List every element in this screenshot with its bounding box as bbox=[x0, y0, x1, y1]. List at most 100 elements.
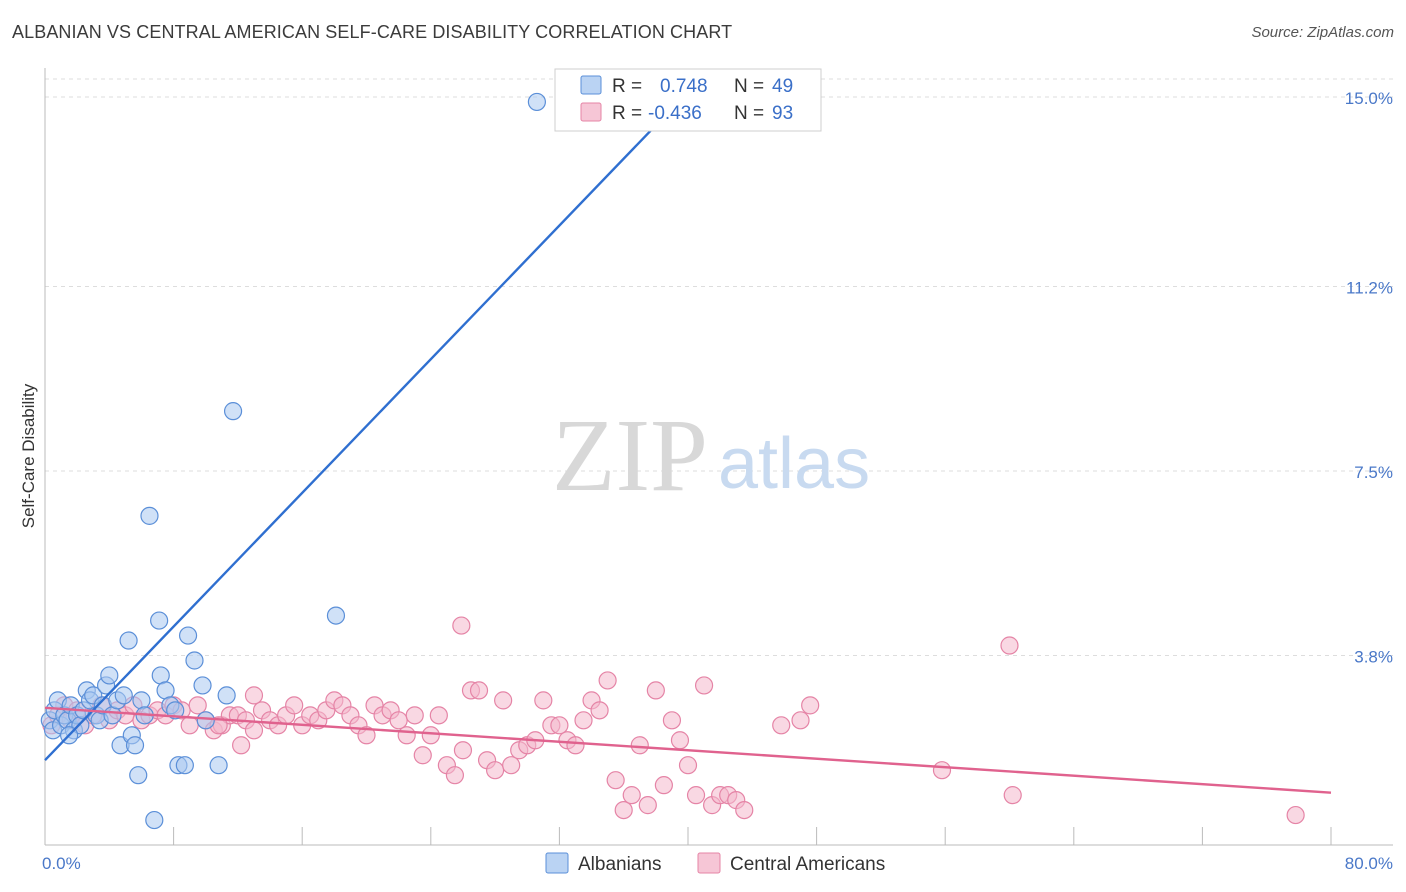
y-axis-label: Self-Care Disability bbox=[19, 383, 38, 528]
central-american-point bbox=[445, 766, 465, 785]
central-american-point bbox=[244, 721, 264, 740]
albanian-point bbox=[527, 92, 546, 112]
legend-albanian-swatch bbox=[580, 75, 602, 95]
legend-row2-r-label: R = bbox=[612, 103, 642, 124]
albanian-point bbox=[178, 626, 198, 645]
albanian-point bbox=[166, 701, 185, 720]
central-american-point bbox=[1286, 805, 1305, 825]
central-american-point bbox=[389, 711, 408, 730]
albanian-point bbox=[132, 691, 151, 710]
albanian-point bbox=[326, 606, 346, 625]
legend-row2-n-value: 93 bbox=[772, 103, 793, 124]
central-american-point bbox=[590, 701, 609, 720]
albanian-point bbox=[175, 756, 194, 775]
legend-row1-r-value: 0.748 bbox=[660, 76, 708, 97]
central-american-point bbox=[932, 761, 952, 780]
albanian-point bbox=[185, 651, 204, 670]
legend-row2-n-label: N = bbox=[734, 103, 764, 124]
central-american-point bbox=[285, 696, 304, 715]
y-tick-label: 3.8% bbox=[1354, 647, 1393, 666]
central-american-point bbox=[566, 736, 585, 755]
central-american-point bbox=[421, 726, 440, 745]
central-american-point bbox=[678, 756, 698, 775]
watermark: ZIP atlas bbox=[552, 398, 870, 513]
central-american-point bbox=[486, 761, 505, 780]
albanian-point bbox=[114, 686, 133, 705]
central-american-point bbox=[630, 736, 649, 755]
x-tick-label: 80.0% bbox=[1345, 854, 1393, 873]
central-american-point bbox=[614, 800, 633, 820]
albanian-point bbox=[193, 676, 212, 695]
chart-title: ALBANIAN VS CENTRAL AMERICAN SELF-CARE D… bbox=[12, 22, 733, 42]
central-american-point bbox=[1000, 636, 1019, 655]
central-american-point bbox=[574, 711, 593, 730]
bottom-legend-central-label: Central Americans bbox=[730, 854, 885, 875]
y-tick-label: 15.0% bbox=[1345, 89, 1393, 108]
central-american-point bbox=[598, 671, 617, 690]
central-american-point bbox=[232, 736, 251, 755]
bottom-legend-albanian-label: Albanians bbox=[578, 854, 661, 875]
central-american-point bbox=[180, 716, 199, 735]
central-american-point bbox=[413, 746, 432, 765]
watermark-zip: ZIP bbox=[552, 398, 708, 513]
y-tick-label: 11.2% bbox=[1346, 278, 1393, 297]
albanian-point bbox=[209, 756, 228, 775]
central-american-point bbox=[801, 696, 820, 715]
central-american-point bbox=[791, 711, 810, 730]
central-american-point bbox=[534, 691, 553, 710]
central-american-point bbox=[397, 726, 416, 745]
albanian-point bbox=[140, 506, 159, 525]
central-american-point bbox=[622, 786, 641, 805]
central-american-point bbox=[429, 706, 448, 725]
legend-box: R = 0.748 N = 49 R = -0.436 N = 93 bbox=[554, 68, 822, 132]
albanian-point bbox=[145, 810, 164, 830]
albanian-point bbox=[150, 611, 169, 630]
central-american-point bbox=[686, 786, 706, 805]
central-american-point bbox=[670, 731, 690, 750]
albanian-point bbox=[223, 402, 243, 421]
central-american-point bbox=[638, 796, 657, 815]
bottom-legend-albanian-swatch bbox=[545, 852, 569, 874]
albanian-point bbox=[196, 711, 215, 730]
central-american-point bbox=[694, 676, 714, 695]
central-american-points bbox=[42, 616, 1305, 825]
albanian-point bbox=[217, 686, 236, 705]
legend-central-swatch bbox=[580, 102, 602, 122]
x-tick-label: 0.0% bbox=[42, 854, 81, 873]
central-american-point bbox=[550, 716, 569, 735]
central-american-point bbox=[772, 716, 791, 735]
legend-row2-r-value: -0.436 bbox=[648, 103, 702, 124]
central-american-point bbox=[469, 681, 489, 700]
legend-row1-r-label: R = bbox=[612, 76, 642, 97]
central-american-point bbox=[1003, 786, 1022, 805]
central-american-point bbox=[502, 756, 521, 775]
central-american-point bbox=[188, 696, 207, 715]
source-label: Source: ZipAtlas.com bbox=[1251, 24, 1394, 41]
central-american-point bbox=[606, 771, 625, 790]
albanian-point bbox=[129, 766, 148, 785]
legend-row1-n-value: 49 bbox=[772, 76, 793, 97]
central-american-point bbox=[452, 616, 471, 635]
watermark-atlas: atlas bbox=[718, 424, 870, 504]
central-american-point bbox=[357, 726, 376, 745]
central-american-point bbox=[646, 681, 665, 700]
albanian-trend-line bbox=[44, 111, 670, 762]
tick-labels: 3.8% 7.5% 11.2% 15.0% 0.0% 80.0% bbox=[42, 89, 1393, 873]
gridlines bbox=[45, 78, 1393, 656]
central-american-point bbox=[405, 706, 424, 725]
central-american-point bbox=[494, 691, 513, 710]
central-american-point bbox=[662, 711, 682, 730]
central-american-trend-line bbox=[44, 706, 1332, 794]
albanian-point bbox=[119, 631, 138, 650]
central-american-point bbox=[735, 800, 754, 820]
bottom-legend: Albanians Central Americans bbox=[545, 852, 885, 875]
central-american-point bbox=[453, 741, 473, 760]
albanian-point bbox=[125, 736, 145, 755]
central-american-point bbox=[654, 776, 673, 795]
albanian-point bbox=[100, 666, 119, 685]
bottom-legend-central-swatch bbox=[697, 852, 721, 874]
trend-lines bbox=[44, 111, 1332, 794]
y-tick-label: 7.5% bbox=[1354, 463, 1393, 482]
legend-row1-n-label: N = bbox=[734, 76, 764, 97]
